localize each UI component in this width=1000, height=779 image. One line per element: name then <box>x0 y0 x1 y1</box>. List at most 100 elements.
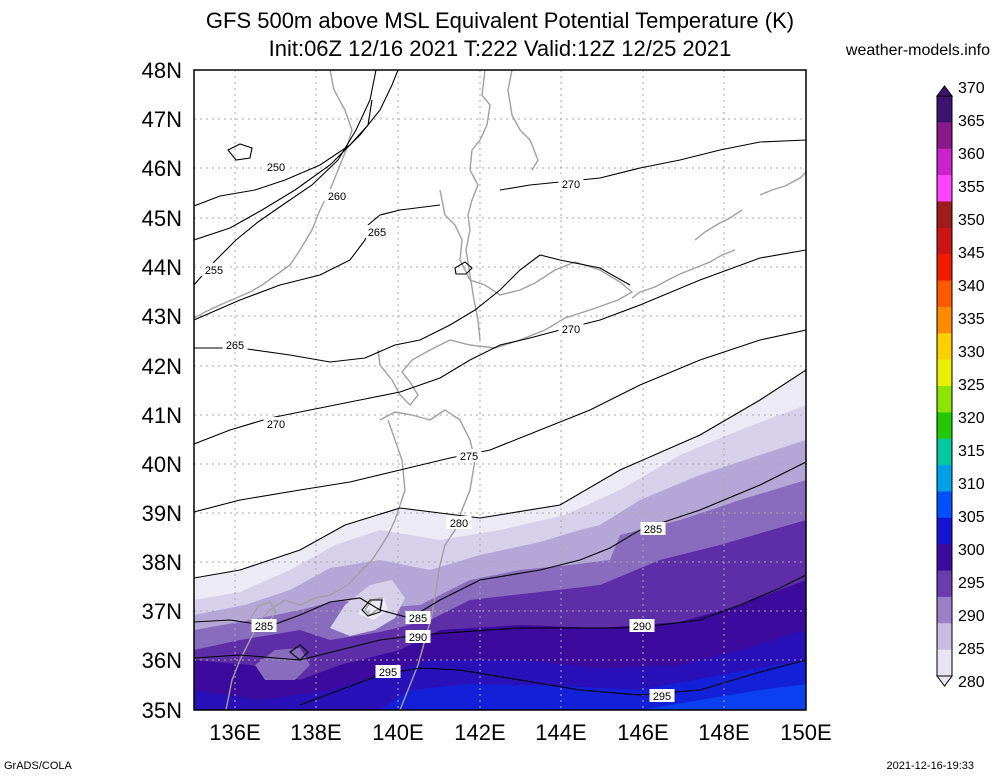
lon-label-138: 138E <box>290 720 342 745</box>
colorbar-label-280: 280 <box>958 674 985 691</box>
colorbar-label-370: 370 <box>958 80 985 97</box>
contour-label: 285 <box>644 524 662 536</box>
colorbar-label-320: 320 <box>958 410 985 427</box>
contour-label-bg <box>263 417 289 430</box>
contour-lines <box>194 70 806 706</box>
colorbar-segment <box>937 359 952 387</box>
colorbar-segment <box>937 544 952 572</box>
contour-280 <box>194 369 806 579</box>
colorbar-label-360: 360 <box>958 146 985 163</box>
colorbar-label-350: 350 <box>958 212 985 229</box>
coast-hokkaido <box>377 189 634 407</box>
contour-255 <box>194 70 377 286</box>
colorbar-segment <box>937 570 952 598</box>
coast-noto <box>249 601 277 627</box>
contour-265-b <box>194 254 631 363</box>
colorbar-frame <box>936 95 953 677</box>
colorbar-label-355: 355 <box>958 179 985 196</box>
contour-labels: 250 255 260 265 265 270 270 270 275 280 285 285 285 2… <box>201 160 675 703</box>
colorbar-label-285: 285 <box>958 641 985 658</box>
colorbar-segment <box>937 491 952 519</box>
colorbar-label-315: 315 <box>958 443 985 460</box>
colorbar-segment <box>937 649 952 677</box>
contour-label-bg <box>456 449 482 462</box>
colorbar-segment <box>937 254 952 282</box>
contour-label-bg <box>558 322 584 335</box>
lat-label-39: 39N <box>141 501 182 526</box>
colorbar-label-325: 325 <box>958 377 985 394</box>
site-label: weather-models.info <box>845 42 990 59</box>
colorbar-segment <box>937 465 952 492</box>
lat-label-37: 37N <box>141 599 182 624</box>
contour-closed-c <box>289 644 309 661</box>
colorbar-label-290: 290 <box>958 608 985 625</box>
pocket-mid <box>255 648 310 680</box>
lon-label-140: 140E <box>372 720 424 745</box>
contour-label: 275 <box>460 451 478 463</box>
plot-frame <box>193 69 807 711</box>
contour-label: 295 <box>653 691 671 703</box>
contour-label-bg <box>558 177 584 190</box>
band-298 <box>640 684 806 710</box>
lat-label-42: 42N <box>141 354 182 379</box>
contour-label-bg <box>446 516 472 529</box>
contour-label: 295 <box>379 667 397 679</box>
contour-label: 265 <box>226 340 244 352</box>
contour-label-bg <box>324 189 350 202</box>
colorbar-label-310: 310 <box>958 476 985 493</box>
lat-label-35: 35N <box>141 698 182 723</box>
contour-label-bg <box>263 160 289 173</box>
colorbar-segment <box>937 386 952 413</box>
contour-label: 250 <box>267 162 285 174</box>
coast-sakhalin <box>465 70 539 341</box>
band-295 <box>380 660 806 710</box>
contour-250 <box>194 70 399 241</box>
colorbar-label-305: 305 <box>958 509 985 526</box>
colorbar-segment <box>937 175 952 202</box>
colorbar-arrow-top <box>936 85 953 97</box>
timestamp-label: 2021-12-16-19:33 <box>886 760 974 772</box>
coast-kurils <box>631 171 806 299</box>
colorbar-segment <box>937 438 952 466</box>
contour-label-bg <box>649 689 675 702</box>
lat-label-45: 45N <box>141 206 182 231</box>
colorbar-segment <box>937 280 952 308</box>
lon-label-150: 150E <box>780 720 832 745</box>
lat-label-44: 44N <box>141 255 182 280</box>
colorbar-label-335: 335 <box>958 311 985 328</box>
colorbar-label-340: 340 <box>958 278 985 295</box>
contour-270-a <box>194 249 806 445</box>
colorbar-segment <box>937 412 952 440</box>
lat-label-41: 41N <box>141 403 182 428</box>
chart-title: GFS 500m above MSL Equivalent Potential … <box>205 8 795 33</box>
contour-label: 290 <box>409 632 427 644</box>
colorbar-segment <box>937 333 952 361</box>
lon-label-146: 146E <box>617 720 669 745</box>
lat-label-36: 36N <box>141 648 182 673</box>
lat-label-40: 40N <box>141 452 182 477</box>
lon-label-144: 144E <box>535 720 587 745</box>
contour-label-bg <box>364 225 390 238</box>
contour-label: 260 <box>328 191 346 203</box>
colorbar-label-330: 330 <box>958 344 985 361</box>
contour-label: 280 <box>450 518 468 530</box>
colorbar-segment <box>937 596 952 624</box>
contour-label: 270 <box>562 179 580 191</box>
lon-label-136: 136E <box>209 720 261 745</box>
contour-260 <box>194 99 373 207</box>
contour-label-bg <box>405 611 431 624</box>
contour-label: 265 <box>368 227 386 239</box>
contour-label-bg <box>201 263 227 276</box>
colorbar-arrow-bottom <box>936 675 953 687</box>
contour-closed-d <box>361 599 383 617</box>
lon-label-142: 142E <box>454 720 506 745</box>
colorbar-label-345: 345 <box>958 245 985 262</box>
contour-290 <box>194 574 806 661</box>
colorbar-label-295: 295 <box>958 575 985 592</box>
contour-label: 290 <box>633 621 651 633</box>
colorbar-segment <box>937 148 952 176</box>
lat-label-43: 43N <box>141 304 182 329</box>
contour-label-bg <box>222 338 248 351</box>
lat-label-48: 48N <box>141 58 182 83</box>
coast-mainland <box>194 70 353 319</box>
